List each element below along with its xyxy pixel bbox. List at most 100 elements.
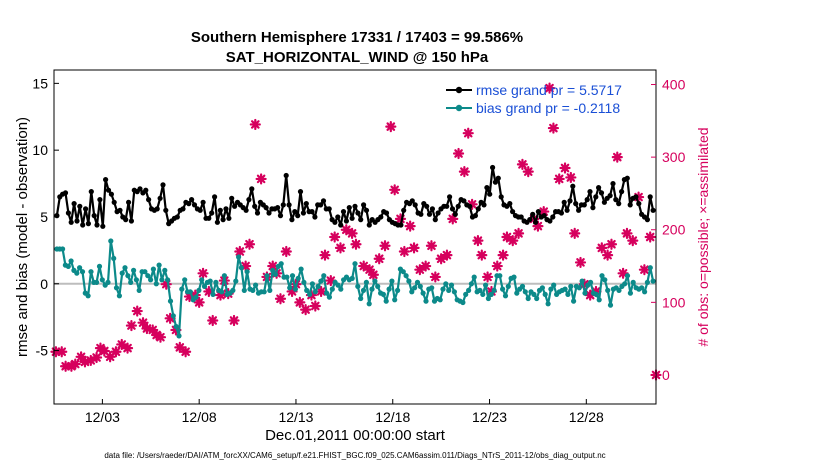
rmse-point (487, 191, 493, 197)
rmse-point (507, 201, 513, 207)
obs-count-point (644, 231, 656, 243)
obs-count-point (435, 253, 447, 265)
obs-count-point (164, 312, 176, 324)
rmse-point (100, 223, 106, 229)
bias-point (622, 281, 628, 287)
bias-point (539, 285, 546, 291)
rmse-point (77, 203, 83, 209)
rmse-point (355, 210, 361, 216)
rmse-point (146, 197, 152, 203)
bias-point (363, 279, 369, 285)
rmse-point (418, 211, 424, 217)
obs-count-point (590, 285, 602, 298)
bias-point (292, 286, 298, 292)
bias-point (128, 279, 134, 285)
legend-rmse-label: rmse grand pr = 5.5717 (476, 82, 622, 98)
rmse-point (108, 191, 114, 197)
bias-point (644, 279, 651, 285)
obs-count-point (408, 242, 420, 254)
bias-point (105, 279, 111, 285)
obs-count-point (346, 227, 358, 239)
bias-point (420, 290, 426, 296)
bias-point (534, 295, 540, 302)
bias-point (627, 290, 634, 296)
bias-point (238, 265, 244, 271)
bias-point (213, 279, 219, 285)
rmse-point (424, 203, 430, 209)
obs-count-point (334, 242, 347, 254)
rmse-point (619, 189, 625, 195)
bias-point (278, 261, 284, 267)
rmse-point (154, 206, 160, 212)
bias-point (522, 289, 528, 295)
obs-count-point (621, 227, 633, 239)
obs-count-point (394, 213, 407, 225)
bias-point (233, 278, 239, 284)
bias-point (579, 278, 585, 284)
rmse-point (62, 190, 69, 196)
bias-point (167, 298, 174, 304)
obs-count-point (207, 314, 219, 327)
bias-point (616, 287, 622, 293)
bias-point (179, 286, 185, 292)
rmse-point (581, 202, 587, 208)
bias-point (395, 287, 401, 293)
rmse-point (624, 175, 630, 181)
bias-point (593, 291, 599, 297)
obs-count-point (425, 240, 438, 252)
rmse-point (573, 201, 579, 207)
obs-count-point (280, 245, 292, 258)
bias-point (443, 281, 449, 287)
rmse-point (490, 164, 496, 171)
bias-point (170, 313, 176, 319)
bias-point (460, 299, 466, 306)
rmse-point (71, 201, 77, 207)
obs-count-point (75, 351, 87, 363)
obs-count-point (462, 127, 474, 139)
rmse-point (209, 210, 215, 216)
rmse-point (103, 177, 109, 183)
rmse-point (160, 182, 166, 188)
rmse-point (461, 198, 467, 204)
obs-count-point (274, 293, 287, 305)
legend-bias-label: bias grand pr = -0.2118 (476, 100, 620, 116)
obs-count-point (516, 158, 529, 170)
bias-point (219, 289, 225, 295)
obs-count-point (497, 249, 509, 261)
obs-count-point (559, 162, 571, 174)
bias-point (386, 286, 392, 292)
obs-count-point (60, 360, 72, 372)
obs-count-point (69, 358, 81, 370)
rmse-point (83, 206, 89, 212)
obs-count-point (286, 285, 298, 298)
rmse-point (535, 209, 542, 215)
bias-point (244, 269, 250, 275)
rmse-point (627, 202, 633, 208)
bias-point (125, 273, 131, 279)
obs-count-point (234, 245, 246, 258)
rmse-point (229, 195, 235, 201)
rmse-point (68, 219, 74, 225)
rmse-point (409, 198, 415, 204)
bias-point (284, 274, 290, 280)
obs-count-point (420, 260, 432, 272)
rmse-point (85, 221, 91, 227)
rmse-point (601, 199, 608, 205)
obs-count-point (180, 346, 192, 358)
bias-point (250, 287, 256, 293)
rmse-point (137, 186, 143, 192)
y-right-tick-label: 400 (662, 77, 686, 93)
bias-point (485, 295, 491, 302)
obs-count-point (481, 271, 494, 283)
rmse-point (266, 210, 272, 216)
x-tick-label: 12/13 (278, 409, 313, 425)
bias-point (392, 297, 398, 303)
rmse-point (343, 218, 349, 224)
rmse-point (117, 207, 123, 213)
obs-count-point (565, 171, 577, 184)
obs-count-point (611, 151, 623, 163)
rmse-point (189, 197, 195, 203)
rmse-point (74, 218, 80, 224)
rmse-point (467, 203, 473, 209)
y-right-tick-label: 300 (662, 149, 686, 165)
